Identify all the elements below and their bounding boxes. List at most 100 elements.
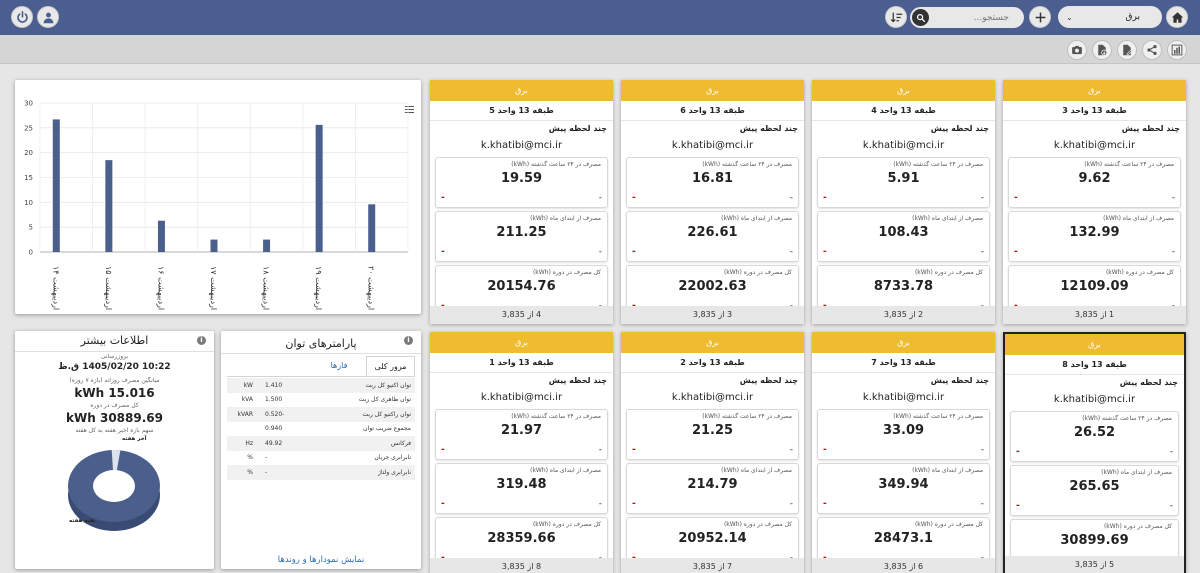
tab-phases[interactable]: فازها [330,361,348,370]
home-button[interactable] [1166,6,1188,28]
info-icon[interactable]: i [197,336,206,345]
metric-change: - [1169,447,1173,457]
more-info-title: اطلاعات بیشتر [80,334,149,347]
param-unit: kVAR [237,410,253,418]
user-icon [43,12,53,23]
share-button[interactable] [1142,40,1162,60]
chart-bar [105,160,113,252]
param-value: 0.940 [265,425,283,433]
card-metric: مصرف از ابتدای ماه (kWh) 108.43 - - [817,211,990,262]
metric-label: مصرف از ابتدای ماه (kWh) [1103,215,1174,222]
param-label: مجموع ضریب توان [363,425,411,433]
toolbar [0,35,1200,64]
param-unit: Hz [245,439,253,447]
metric-value: 319.48 [496,477,547,492]
card-status: چند لحظه پیش [930,124,989,133]
device-card[interactable]: برق طبقه 13 واحد 4 چند لحظه پیش k.khatib… [812,80,995,324]
power-button[interactable] [11,6,33,28]
updated-value: 10:22 1405/02/20 ق.ظ [58,362,171,372]
card-metric: مصرف در ۲۴ ساعت گذشته (kWh) 26.52 - - [1010,411,1179,462]
device-card[interactable]: برق طبقه 13 واحد 8 چند لحظه پیش k.khatib… [1003,332,1186,573]
device-card[interactable]: برق طبقه 13 واحد 6 چند لحظه پیش k.khatib… [621,80,804,324]
card-status: چند لحظه پیش [1121,124,1180,133]
metric-value: 33.09 [882,423,925,438]
x-tick-label: ۱۸ اردیبهشت [262,266,271,310]
report-button[interactable] [1167,40,1187,60]
card-metric: مصرف از ابتدای ماه (kWh) 226.61 - - [626,211,799,262]
x-tick-label: ۱۹ اردیبهشت [314,266,323,310]
export-button[interactable] [1092,40,1112,60]
card-metric: مصرف از ابتدای ماه (kWh) 319.48 - - [435,463,608,514]
metric-trend: - [823,499,827,509]
card-footer: 3 از 3,835 [621,306,804,324]
metric-label: مصرف از ابتدای ماه (kWh) [721,215,792,222]
avg-consumption-value: 15.016 kWh [74,386,155,400]
metric-trend: - [632,499,636,509]
edit-report-button[interactable] [1117,40,1137,60]
user-button[interactable] [37,6,59,28]
card-footer: 6 از 3,835 [812,558,995,573]
metric-trend: - [632,445,636,455]
card-footer: 8 از 3,835 [430,558,613,573]
tab-overview[interactable]: مرور کلی [366,356,415,376]
search-box[interactable] [910,7,1024,28]
metric-label: مصرف در ۲۴ ساعت گذشته (kWh) [1082,415,1172,422]
metric-trend: - [823,247,827,257]
search-input[interactable] [929,12,1015,23]
search-icon[interactable] [912,9,929,26]
param-label: توان ظاهری کل ربت [358,396,411,404]
param-value: 1.500 [265,396,283,404]
metric-value: 16.81 [691,171,734,186]
device-card[interactable]: برق طبقه 13 واحد 2 چند لحظه پیش k.khatib… [621,332,804,573]
metric-trend: - [1014,247,1018,257]
metric-value: 21.97 [500,423,543,438]
power-params-table: kW 1.410 توان اکتیو کل ربت kVA 1.500 توا… [227,378,415,480]
x-tick-label: ۱۶ اردیبهشت [156,266,165,310]
y-tick-label: 10 [24,199,33,207]
y-tick-label: 20 [24,149,33,157]
device-card[interactable]: برق طبقه 13 واحد 1 چند لحظه پیش k.khatib… [430,332,613,573]
metric-trend: - [441,445,445,455]
week-share-label: سهم بازه اخیر هفته به کل هفته [75,427,154,434]
card-title: طبقه 13 واحد 3 [1003,101,1186,121]
card-metric: مصرف از ابتدای ماه (kWh) 132.99 - - [1008,211,1181,262]
metric-change: - [980,193,984,203]
show-charts-link[interactable]: نمایش نمودارها و روندها [277,555,365,565]
info-icon[interactable]: i [404,336,413,345]
y-tick-label: 0 [29,249,33,257]
power-param-row: kVA 1.500 توان ظاهری کل ربت [227,392,415,407]
param-label: نابرابری جریان [374,454,411,462]
device-card[interactable]: برق طبقه 13 واحد 5 چند لحظه پیش k.khatib… [430,80,613,324]
screenshot-button[interactable] [1067,40,1087,60]
metric-label: کل مصرف در دوره (kWh) [723,521,792,528]
y-tick-label: 15 [24,174,33,182]
metric-trend: - [1016,501,1020,511]
card-footer: 1 از 3,835 [1003,306,1186,324]
metric-value: 226.61 [687,225,738,240]
metric-change: - [598,247,602,257]
category-select[interactable]: ⌄ برق [1058,6,1162,28]
card-header: برق [1003,80,1186,101]
metric-change: - [598,193,602,203]
file-edit-icon [1123,44,1133,56]
param-unit: % [247,454,253,462]
param-label: توان اکتیو کل ربت [365,381,411,389]
device-card[interactable]: برق طبقه 13 واحد 7 چند لحظه پیش k.khatib… [812,332,995,573]
metric-value: 108.43 [878,225,929,240]
metric-trend: - [1014,193,1018,203]
add-button[interactable] [1029,6,1051,28]
device-card[interactable]: برق طبقه 13 واحد 3 چند لحظه پیش k.khatib… [1003,80,1186,324]
card-header: برق [1005,334,1184,355]
chart-bar [210,239,218,252]
card-metric: مصرف از ابتدای ماه (kWh) 214.79 - - [626,463,799,514]
metric-value: 28473.1 [873,531,934,546]
share-icon [1147,44,1157,56]
card-header: برق [430,332,613,353]
avg-consumption-label: میانگین مصرف روزانه (بازه ۷ روزه) [69,377,160,384]
chart-menu-icon[interactable] [405,106,414,113]
metric-value: 12109.09 [1060,279,1129,294]
chart-bar [263,239,271,252]
metric-value: 8733.78 [873,279,934,294]
x-tick-label: ۱۵ اردیبهشت [104,266,113,310]
sort-button[interactable] [885,6,907,28]
